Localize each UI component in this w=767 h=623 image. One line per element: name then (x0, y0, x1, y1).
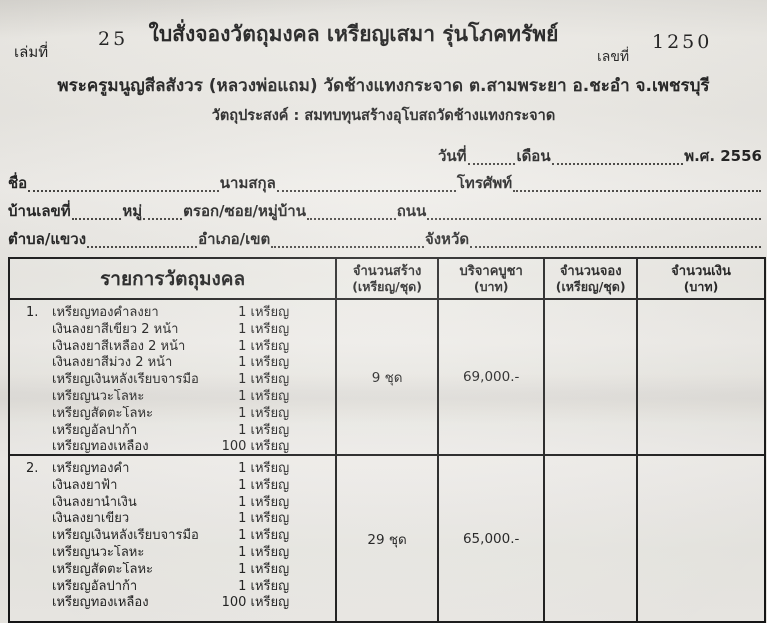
subdistrict-blank (87, 242, 198, 248)
list-item: เงินลงยาฟ้า 1 เหรียญ (52, 477, 290, 493)
soi-blank (306, 214, 396, 220)
list-item: เงินลงยาสีเขียว 2 หน้า 1 เหรียญ (52, 321, 290, 337)
house-no-blank (71, 214, 122, 220)
table-row-1-price: 69,000.- (439, 300, 546, 456)
purpose-line: วัตถุประสงค์ : สมทบทุนสร้างอุโบสถวัดช้าง… (211, 108, 556, 124)
form-title: ใบสั่งจองวัตถุมงคล เหรียญเสมา รุ่นโภคทรั… (148, 22, 559, 46)
organizer-line: พระครูมนูญสีลสังวร (หลวงพ่อแถม) วัดช้างแ… (57, 76, 710, 96)
road-blank (427, 214, 761, 220)
table-row-2-reserved-qty (545, 456, 639, 621)
list-item: เหรียญสัดตะโลหะ 1 เหรียญ (52, 405, 290, 421)
col-header-price-line2: (บาท) (473, 278, 509, 294)
surname-blank (276, 186, 456, 192)
list-item: 1. เหรียญทองคำลงยา 1 เหรียญ (26, 305, 290, 320)
list-item: เงินลงยาเขียว 1 เหรียญ (52, 511, 290, 527)
table-row-2-amount (638, 456, 764, 621)
list-item: เหรียญอัลปาก้า 1 เหรียญ (52, 422, 290, 438)
house-no-label: บ้านเลขที่ (8, 202, 71, 220)
province-blank (470, 242, 761, 248)
list-item: เหรียญเงินหลังเรียบจารมือ 1 เหรียญ (52, 372, 290, 388)
list-item: เหรียญทองเหลือง 100 เหรียญ (52, 595, 290, 611)
district-line: ตำบล/แขวง อำเภอ/เขต จังหวัด (8, 228, 762, 251)
moo-blank (143, 214, 183, 220)
list-item: เหรียญอัลปาก้า 1 เหรียญ (52, 578, 290, 594)
date-line: วันที่ เดือน พ.ศ. 2556 (438, 145, 762, 168)
name-line: ชื่อ นามสกุล โทรศัพท์ (8, 172, 762, 195)
col-header-amount: จำนวนเงิน (บาท) (638, 259, 764, 300)
list-item: เหรียญสัดตะโลหะ 1 เหรียญ (52, 561, 290, 577)
date-year-label: พ.ศ. 2556 (684, 147, 762, 165)
name-blank (28, 186, 219, 192)
serial-no-value: 1250 (652, 31, 713, 53)
col-header-price: บริจาคบูชา (บาท) (439, 259, 546, 300)
col-header-reserve-line1: จำนวนจอง (559, 263, 622, 279)
col-header-reserve-line2: (เหรียญ/ชุด) (555, 278, 626, 294)
book-no-value: 25 (98, 28, 129, 50)
col-header-amount-line1: จำนวนเงิน (671, 263, 731, 279)
phone-label: โทรศัพท์ (456, 174, 513, 192)
table-row-1-amount (638, 300, 764, 456)
table-row-2-price: 65,000.- (439, 456, 546, 621)
list-item: เหรียญนวะโลหะ 1 เหรียญ (52, 544, 290, 560)
col-header-amount-line2: (บาท) (683, 278, 719, 294)
phone-blank (513, 186, 762, 192)
list-item: เงินลงยาสีม่วง 2 หน้า 1 เหรียญ (52, 355, 290, 371)
table-row-2-items: 2. เหรียญทองคำ 1 เหรียญ เงินลงยาฟ้า 1 เหรีย… (10, 456, 338, 621)
col-header-items: รายการวัตถุมงคล (10, 259, 338, 300)
surname-label: นามสกุล (219, 174, 276, 192)
subdistrict-label: ตำบล/แขวง (8, 230, 87, 248)
serial-no-label: เลขที่ (597, 49, 630, 65)
col-header-built: จำนวนสร้าง (เหรียญ/ชุด) (337, 259, 440, 300)
list-item: เหรียญเงินหลังเรียบจารมือ 1 เหรียญ (52, 528, 290, 544)
list-item: 2. เหรียญทองคำ 1 เหรียญ (26, 461, 290, 476)
district-blank (271, 242, 424, 248)
col-header-reserve: จำนวนจอง (เหรียญ/ชุด) (545, 259, 639, 300)
name-label: ชื่อ (8, 174, 28, 192)
district-label: อำเภอ/เขต (198, 230, 271, 248)
date-day-blank (467, 159, 516, 165)
order-table: รายการวัตถุมงคล จำนวนสร้าง (เหรียญ/ชุด) … (8, 257, 766, 623)
table-row-1-reserved-qty (545, 300, 639, 456)
date-month-label: เดือน (516, 147, 551, 165)
table-row-1-built-qty: 9 ชุด (337, 300, 440, 456)
table-row-1-items: 1. เหรียญทองคำลงยา 1 เหรียญ เงินลงยาสีเขีย… (10, 300, 338, 456)
date-day-label: วันที่ (438, 147, 467, 165)
table-row-2-built-qty: 29 ชุด (337, 456, 440, 621)
col-header-price-line1: บริจาคบูชา (459, 263, 523, 279)
col-header-built-line2: (เหรียญ/ชุด) (352, 278, 423, 294)
list-item: เหรียญนวะโลหะ 1 เหรียญ (52, 388, 290, 404)
date-month-blank (551, 159, 684, 165)
moo-label: หมู่ (122, 202, 143, 220)
road-label: ถนน (396, 202, 427, 220)
col-header-built-line1: จำนวนสร้าง (352, 263, 422, 279)
list-item: เงินลงยาสีเหลือง 2 หน้า 1 เหรียญ (52, 338, 290, 354)
book-no-label: เล่มที่ (14, 43, 49, 61)
address-line: บ้านเลขที่ หมู่ ตรอก/ซอย/หมู่บ้าน ถนน (8, 200, 762, 223)
list-item: เงินลงยาน้ำเงิน 1 เหรียญ (52, 494, 290, 510)
list-item: เหรียญทองเหลือง 100 เหรียญ (52, 439, 290, 455)
soi-label: ตรอก/ซอย/หมู่บ้าน (183, 202, 306, 220)
province-label: จังหวัด (424, 230, 470, 248)
